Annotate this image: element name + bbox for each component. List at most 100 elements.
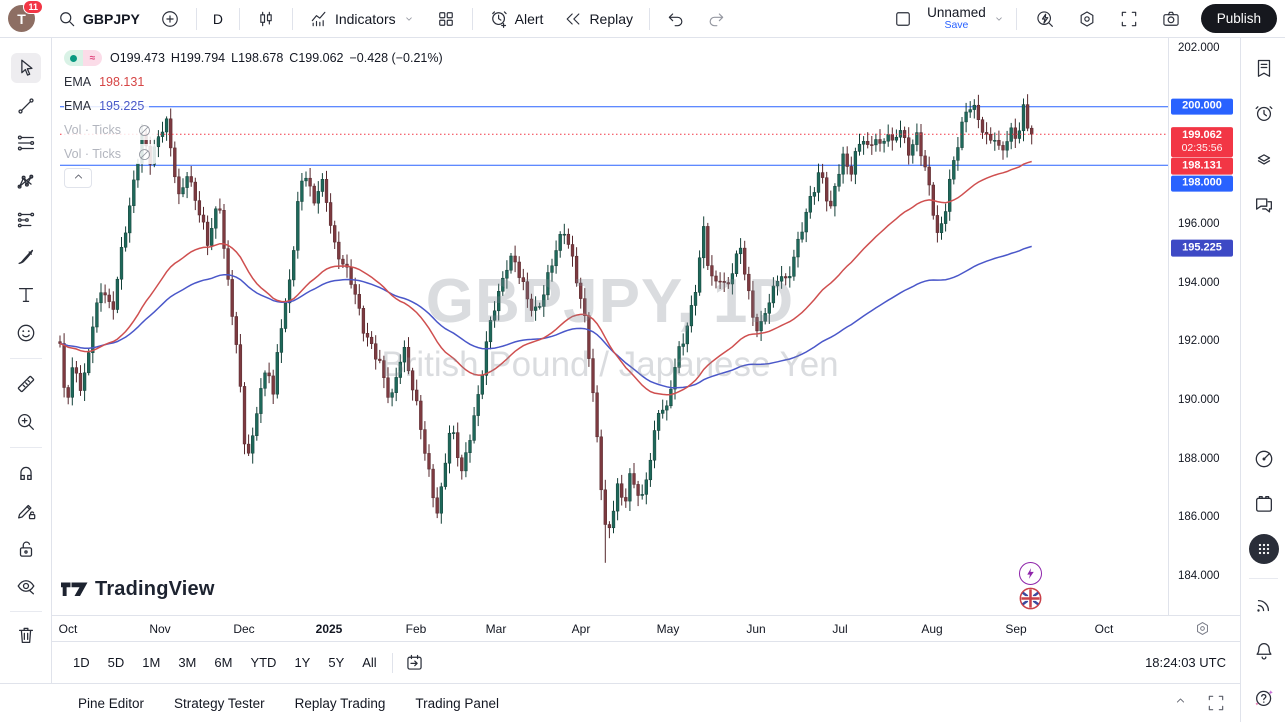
- tab-trading-panel[interactable]: Trading Panel: [415, 695, 499, 711]
- range-button-5d[interactable]: 5D: [101, 651, 132, 674]
- tradingview-logo-text: TradingView: [95, 578, 215, 600]
- chats-panel-button[interactable]: [1248, 189, 1279, 220]
- indicator-legend-row[interactable]: EMA 198.131: [64, 72, 150, 92]
- chart-style-button[interactable]: [248, 4, 284, 34]
- interval-button[interactable]: D: [205, 6, 231, 32]
- indicator-templates-button[interactable]: [428, 4, 464, 34]
- bar-replay-button[interactable]: Replay: [555, 4, 641, 34]
- chevron-down-icon[interactable]: [992, 12, 1006, 26]
- undo-button[interactable]: [658, 4, 694, 34]
- snapshot-button[interactable]: [1153, 4, 1189, 34]
- fullscreen-button[interactable]: [1111, 4, 1147, 34]
- compare-add-symbol-button[interactable]: [152, 4, 188, 34]
- measure-ruler-tool[interactable]: [11, 369, 41, 399]
- chart-settings-button[interactable]: [1069, 4, 1105, 34]
- symbol-search-button[interactable]: GBPJPY: [49, 4, 148, 34]
- quick-search-button[interactable]: [1027, 4, 1063, 34]
- candlestick-chart[interactable]: [52, 38, 1168, 615]
- time-axis-label: 2025: [315, 622, 343, 636]
- low-value: 198.678: [238, 51, 284, 65]
- object-tree-panel-button[interactable]: [1248, 143, 1279, 174]
- emoji-tool[interactable]: [11, 318, 41, 348]
- chevron-up-icon: [71, 169, 86, 187]
- indicator-legend-row[interactable]: Vol · Ticks: [64, 120, 157, 140]
- indicator-label: Vol · Ticks: [64, 147, 121, 161]
- symbol-legend-row[interactable]: ≈ O199.473 H199.794 L198.678 C199.062 −0…: [64, 48, 448, 68]
- clock-utc[interactable]: 18:24:03 UTC: [1145, 655, 1226, 670]
- ideas-stream-button[interactable]: [1248, 443, 1279, 474]
- eye-hidden-icon[interactable]: [137, 123, 152, 138]
- redo-icon: [706, 9, 726, 29]
- publish-button[interactable]: Publish: [1200, 4, 1277, 33]
- time-axis-label: Oct: [58, 622, 78, 636]
- time-axis[interactable]: Oct Nov Dec 2025 Feb Mar Apr May Jun Jul Aug Sep Oct: [52, 615, 1240, 641]
- indicator-value: 195.225: [99, 99, 145, 113]
- camera-icon: [1161, 9, 1181, 29]
- projection-tool[interactable]: [11, 205, 41, 235]
- layout-name[interactable]: Unnamed: [927, 4, 986, 20]
- tab-replay-trading[interactable]: Replay Trading: [294, 695, 386, 711]
- lock-all-drawings-tool[interactable]: [11, 534, 41, 564]
- uk-flag-event-icon[interactable]: [1019, 587, 1042, 610]
- indicator-legend-row[interactable]: EMA 195.225: [64, 96, 150, 116]
- stay-in-drawing-mode-tool[interactable]: [11, 496, 41, 526]
- range-button-3m[interactable]: 3M: [171, 651, 203, 674]
- indicators-button[interactable]: Indicators: [301, 4, 424, 34]
- xabcd-pattern-tool[interactable]: [11, 167, 41, 197]
- help-button[interactable]: [1248, 682, 1279, 713]
- go-to-date-button[interactable]: [401, 649, 428, 676]
- indicator-legend-row[interactable]: Vol · Ticks: [64, 144, 157, 164]
- user-menu-button[interactable]: T 11: [8, 0, 43, 32]
- calendar-panel-button[interactable]: [1248, 488, 1279, 519]
- eye-hidden-icon[interactable]: [137, 147, 152, 162]
- range-button-all[interactable]: All: [355, 651, 383, 674]
- cursor-tool[interactable]: [11, 53, 41, 83]
- notifications-button[interactable]: [1248, 635, 1279, 666]
- close-value: 199.062: [298, 51, 344, 65]
- range-button-ytd[interactable]: YTD: [243, 651, 283, 674]
- hide-all-drawings-tool[interactable]: [11, 571, 41, 601]
- select-layout-button[interactable]: [885, 4, 921, 34]
- alert-clock-icon: [489, 9, 509, 29]
- chevron-down-icon[interactable]: [402, 12, 416, 26]
- zoom-in-tool[interactable]: [11, 407, 41, 437]
- range-button-6m[interactable]: 6M: [207, 651, 239, 674]
- chart-legend: ≈ O199.473 H199.794 L198.678 C199.062 −0…: [64, 48, 448, 188]
- more-apps-button[interactable]: [1248, 533, 1279, 564]
- panel-fullscreen-icon[interactable]: [1206, 693, 1226, 713]
- range-button-1d[interactable]: 1D: [66, 651, 97, 674]
- time-axis-settings-gear-icon[interactable]: [1194, 620, 1211, 642]
- create-alert-button[interactable]: Alert: [481, 4, 552, 34]
- market-status-pill[interactable]: ≈: [64, 50, 102, 66]
- streams-button[interactable]: [1248, 589, 1279, 620]
- range-button-1m[interactable]: 1M: [135, 651, 167, 674]
- time-axis-label: Feb: [405, 622, 427, 636]
- layout-name-block[interactable]: Unnamed Save: [927, 4, 986, 32]
- tradingview-logo[interactable]: TradingView: [61, 578, 215, 601]
- watchlist-panel-button[interactable]: [1248, 52, 1279, 83]
- layout-grid-icon: [436, 9, 456, 29]
- range-button-1y[interactable]: 1Y: [287, 651, 317, 674]
- alerts-panel-button[interactable]: [1248, 97, 1279, 128]
- toolbar-divider: [1015, 7, 1017, 30]
- magnet-mode-tool[interactable]: [11, 457, 41, 487]
- tab-pine-editor[interactable]: Pine Editor: [78, 695, 145, 711]
- legend-collapse-button[interactable]: [64, 168, 92, 188]
- time-axis-label: Jun: [746, 622, 766, 636]
- toolbar-divider: [10, 611, 42, 612]
- price-axis[interactable]: 202.000 196.000 194.000 192.000 190.000 188.0…: [1168, 38, 1240, 615]
- trend-line-tool[interactable]: [11, 91, 41, 121]
- chart-pane[interactable]: GBPJPY, 1D British Pound / Japanese Yen …: [52, 38, 1168, 615]
- panel-expand-chevron-icon[interactable]: [1173, 693, 1188, 713]
- tab-strategy-tester[interactable]: Strategy Tester: [174, 695, 265, 711]
- price-axis-label: 192.000: [1178, 335, 1220, 348]
- fib-retracement-tool[interactable]: [11, 128, 41, 158]
- remove-objects-tool[interactable]: [11, 620, 41, 650]
- range-button-5y[interactable]: 5Y: [321, 651, 351, 674]
- redo-button[interactable]: [698, 4, 734, 34]
- tradingview-logo-icon: [61, 582, 88, 596]
- brush-tool[interactable]: [11, 242, 41, 272]
- text-tool[interactable]: [11, 280, 41, 310]
- economic-event-lightning-icon[interactable]: [1019, 562, 1042, 585]
- save-layout-link[interactable]: Save: [944, 19, 969, 32]
